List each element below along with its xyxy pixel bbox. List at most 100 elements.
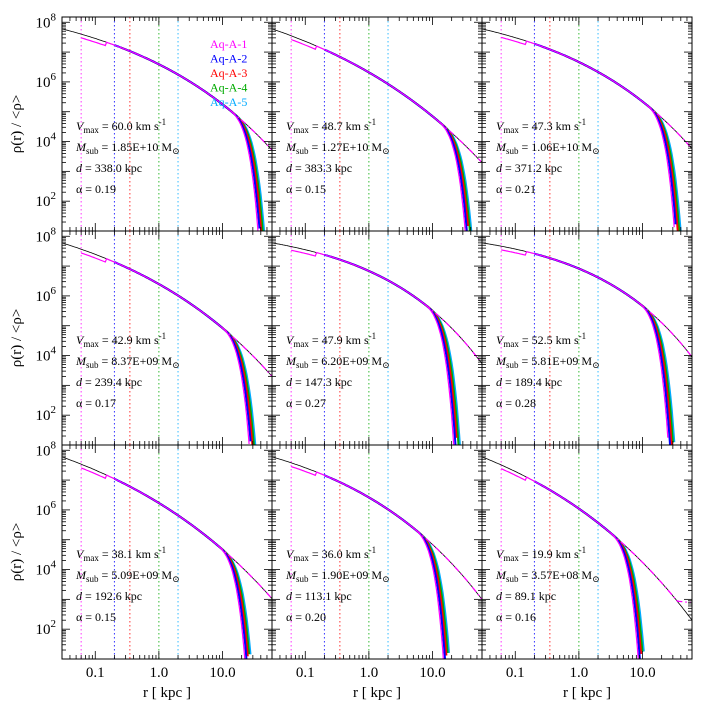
- x-tick-label: 1.0: [150, 665, 169, 681]
- alpha-annotation: α = 0.27: [286, 396, 326, 410]
- y-tick-label: 106: [36, 71, 57, 91]
- plot-area: [272, 231, 482, 445]
- x-axis-title: r [ kpc ]: [143, 685, 191, 701]
- vmax-annotation: Vmax = 19.9 km s-1: [496, 545, 586, 563]
- panel: 102 104 106 108 0.1 1.0 10.0 Vmax = 38.1 km s-1…: [36, 439, 273, 681]
- plot-area: [62, 17, 272, 231]
- vmax-annotation: Vmax = 47.3 km s-1: [496, 117, 586, 135]
- density-profile: [330, 476, 448, 656]
- x-tick-label: 1.0: [570, 665, 589, 681]
- density-profile: [80, 252, 250, 445]
- panels: 102 104 106 108 Vmax = 60.0 km s-1 Msub = 1.8…: [36, 11, 693, 681]
- plot-area: [62, 231, 272, 445]
- density-profile: [324, 253, 457, 445]
- panel: Vmax = 48.7 km s-1 Msub = 1.27E+10 M⊙ d = …: [271, 16, 483, 232]
- alpha-annotation: α = 0.20: [286, 610, 326, 624]
- y-tick-label: 102: [36, 190, 57, 210]
- distance-annotation: d = 147.3 kpc: [286, 375, 352, 389]
- plot-area: [62, 445, 272, 659]
- vmax-annotation: Vmax = 52.5 km s-1: [496, 331, 586, 349]
- background-tail: [415, 529, 482, 600]
- panel-frame: [61, 230, 273, 446]
- vmax-annotation: Vmax = 38.1 km s-1: [76, 545, 166, 563]
- x-axis-title: r [ kpc ]: [563, 685, 611, 701]
- x-tick-label: 10.0: [629, 665, 655, 681]
- panel-frame: [271, 16, 483, 232]
- density-profile: [501, 36, 675, 228]
- panel: 0.1 1.0 10.0 Vmax = 36.0 km s-1 Msub = 1.90E…: [271, 444, 483, 681]
- vmax-annotation: Vmax = 42.9 km s-1: [76, 331, 166, 349]
- distance-annotation: d = 338.0 kpc: [76, 161, 142, 175]
- distance-annotation: d = 89.1 kpc: [496, 589, 556, 603]
- panel: Vmax = 47.9 km s-1 Msub = 6.20E+09 M⊙ d = …: [271, 230, 483, 446]
- legend-entry: Aq-A-3: [210, 66, 247, 80]
- legend-entry: Aq-A-5: [210, 95, 247, 109]
- x-tick-label: 1.0: [360, 665, 379, 681]
- msub-annotation: Msub = 5.81E+09 M⊙: [495, 354, 600, 370]
- msub-annotation: Msub = 6.20E+09 M⊙: [285, 354, 390, 370]
- x-tick-label: 0.1: [296, 665, 315, 681]
- density-profile: [291, 249, 455, 445]
- panel-frame: [271, 230, 483, 446]
- density-profile: [290, 465, 444, 659]
- legend-entry: Aq-A-2: [210, 52, 247, 66]
- msub-annotation: Msub = 1.27E+10 M⊙: [285, 140, 390, 156]
- panel: 102 104 106 108 Vmax = 42.9 km s-1 Msub = 8.3…: [36, 225, 273, 446]
- density-profile: [540, 254, 673, 445]
- distance-annotation: d = 383.3 kpc: [286, 161, 352, 175]
- plot-area: [482, 445, 692, 659]
- msub-annotation: Msub = 8.37E+09 M⊙: [75, 354, 180, 370]
- distance-annotation: d = 113.1 kpc: [286, 589, 352, 603]
- x-tick-label: 10.0: [419, 665, 445, 681]
- density-profile: [290, 38, 466, 231]
- axes-labels: ρ(r) / <ρ> ρ(r) / <ρ> ρ(r) / <ρ> r [ kpc…: [9, 95, 611, 701]
- alpha-annotation: α = 0.15: [76, 610, 116, 624]
- distance-annotation: d = 192.6 kpc: [76, 589, 142, 603]
- alpha-annotation: α = 0.17: [76, 396, 116, 410]
- distance-annotation: d = 239.4 kpc: [76, 375, 142, 389]
- alpha-annotation: α = 0.15: [286, 182, 326, 196]
- legend: Aq-A-1Aq-A-2Aq-A-3Aq-A-4Aq-A-5: [210, 37, 247, 109]
- x-tick-label: 10.0: [209, 665, 235, 681]
- alpha-annotation: α = 0.19: [76, 182, 116, 196]
- vmax-annotation: Vmax = 36.0 km s-1: [286, 545, 376, 563]
- alpha-annotation: α = 0.28: [496, 396, 536, 410]
- distance-annotation: d = 189.4 kpc: [496, 375, 562, 389]
- alpha-annotation: α = 0.16: [496, 610, 536, 624]
- y-axis-title: ρ(r) / <ρ>: [9, 309, 25, 368]
- background-tail: [610, 532, 691, 604]
- msub-annotation: Msub = 1.06E+10 M⊙: [495, 140, 600, 156]
- msub-annotation: Msub = 1.85E+10 M⊙: [75, 140, 180, 156]
- plot-area: [272, 445, 482, 659]
- panel: 0.1 1.0 10.0 Vmax = 19.9 km s-1 Msub = 3.57E…: [481, 444, 693, 681]
- panel: 102 104 106 108 Vmax = 60.0 km s-1 Msub = 1.8…: [36, 11, 273, 232]
- vmax-annotation: Vmax = 60.0 km s-1: [76, 117, 166, 135]
- background-tail: [646, 104, 692, 149]
- msub-annotation: Msub = 1.90E+09 M⊙: [285, 568, 390, 584]
- density-profile: [81, 37, 259, 231]
- y-tick-label: 104: [36, 131, 57, 151]
- background-tail: [230, 110, 272, 151]
- msub-annotation: Msub = 5.09E+09 M⊙: [75, 568, 180, 584]
- y-tick-label: 106: [36, 499, 57, 519]
- msub-annotation: Msub = 3.57E+08 M⊙: [495, 568, 600, 584]
- x-tick-label: 0.1: [86, 665, 105, 681]
- y-tick-label: 108: [36, 439, 57, 459]
- distance-annotation: d = 371.2 kpc: [496, 161, 562, 175]
- y-tick-label: 102: [36, 404, 57, 424]
- background-tail: [221, 327, 272, 377]
- vmax-annotation: Vmax = 48.7 km s-1: [286, 117, 376, 135]
- alpha-annotation: α = 0.21: [496, 182, 536, 196]
- panel: Vmax = 47.3 km s-1 Msub = 1.06E+10 M⊙ d = …: [481, 16, 693, 232]
- y-tick-label: 104: [36, 559, 57, 579]
- y-axis-title: ρ(r) / <ρ>: [9, 523, 25, 582]
- density-profile: [114, 261, 252, 442]
- y-tick-label: 108: [36, 225, 57, 245]
- y-tick-label: 102: [36, 618, 57, 638]
- y-tick-label: 106: [36, 285, 57, 305]
- background-tail: [217, 545, 272, 599]
- background-tail: [438, 121, 482, 162]
- y-axis-title: ρ(r) / <ρ>: [9, 95, 25, 154]
- legend-entry: Aq-A-4: [210, 81, 247, 95]
